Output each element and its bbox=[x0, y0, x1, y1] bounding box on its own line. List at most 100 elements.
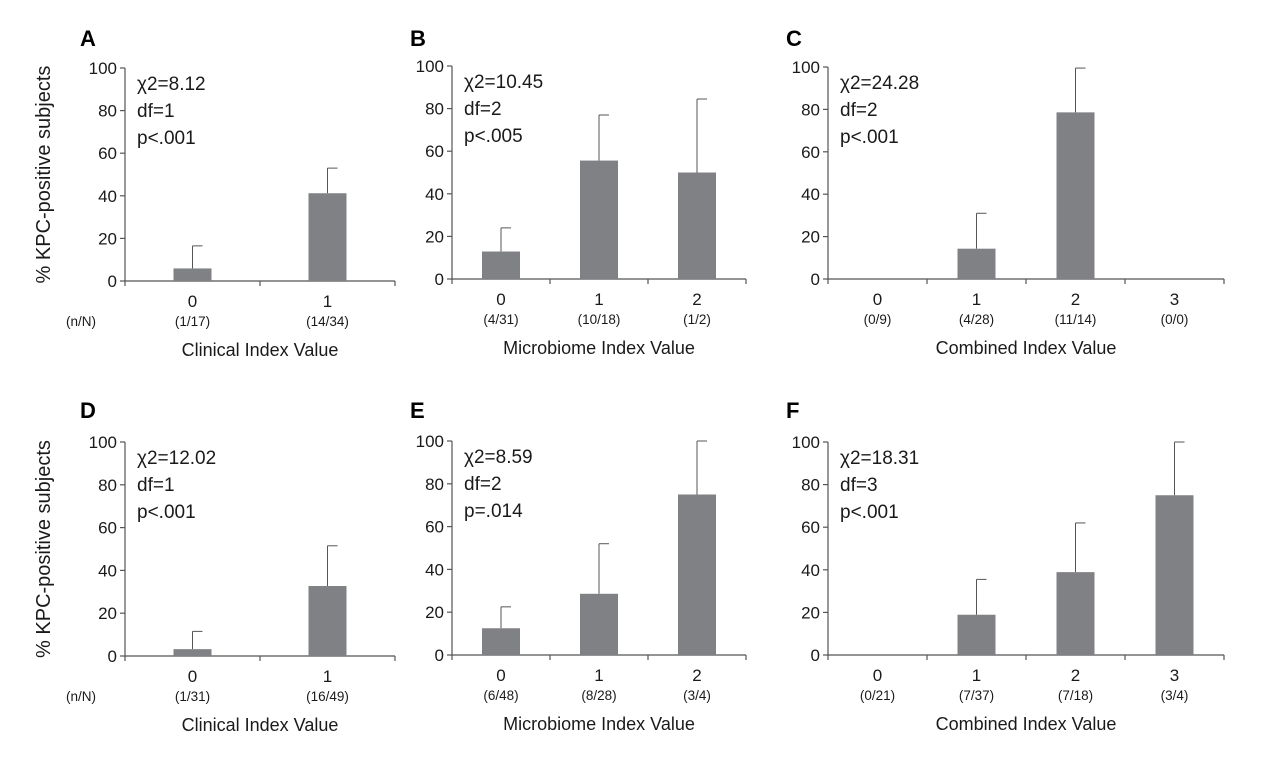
x-tick-label: 0 bbox=[496, 290, 505, 309]
stat-line: p<.001 bbox=[137, 502, 196, 523]
x-tick-label: 2 bbox=[692, 290, 701, 309]
y-tick-label: 80 bbox=[801, 100, 820, 119]
y-tick-label: 60 bbox=[801, 518, 820, 537]
panel-letter: F bbox=[786, 398, 799, 423]
bar bbox=[173, 268, 212, 281]
stat-line: p=.014 bbox=[464, 501, 523, 522]
count-label: (7/18) bbox=[1058, 688, 1093, 703]
stat-line: df=1 bbox=[137, 101, 175, 122]
count-label: (6/48) bbox=[483, 688, 518, 703]
y-tick-label: 40 bbox=[801, 185, 820, 204]
panel-f: F 0 20 40 60 80 100 0 (0/21) 1 (7/37) 2 (7/18) 3 (3/4)… bbox=[786, 398, 1225, 734]
stat-line: df=1 bbox=[137, 475, 175, 496]
bar bbox=[678, 494, 716, 655]
y-tick-label: 100 bbox=[792, 433, 820, 452]
bar bbox=[957, 248, 996, 279]
x-axis-title: Clinical Index Value bbox=[182, 340, 339, 360]
y-tick-label: 80 bbox=[425, 100, 444, 119]
x-tick-label: 1 bbox=[323, 292, 332, 311]
x-tick-label: 0 bbox=[188, 667, 197, 686]
stat-line: χ2=12.02 bbox=[137, 448, 216, 469]
x-axis-title: Clinical Index Value bbox=[182, 715, 339, 735]
bar bbox=[1155, 495, 1194, 655]
y-tick-label: 20 bbox=[801, 603, 820, 622]
bar bbox=[173, 649, 212, 656]
x-axis-title: Microbiome Index Value bbox=[503, 714, 695, 734]
y-tick-label: 80 bbox=[98, 476, 117, 495]
bar bbox=[678, 172, 716, 279]
y-axis-title: % KPC-positive subjects bbox=[33, 66, 55, 284]
x-tick-label: 2 bbox=[692, 666, 701, 685]
nn-label: (n/N) bbox=[66, 314, 96, 329]
stat-line: χ2=18.31 bbox=[840, 448, 919, 469]
count-label: (1/2) bbox=[683, 312, 711, 327]
x-tick-label: 3 bbox=[1170, 666, 1179, 685]
bar bbox=[482, 628, 520, 655]
count-label: (10/18) bbox=[578, 312, 621, 327]
x-tick-label: 1 bbox=[323, 667, 332, 686]
x-tick-label: 1 bbox=[972, 666, 981, 685]
count-label: (4/31) bbox=[483, 312, 518, 327]
y-tick-label: 0 bbox=[435, 646, 444, 665]
panel-d: D 0 20 40 60 80 100 0 (1/31) 1 (16/49) (n/N) Clinica… bbox=[33, 398, 396, 735]
bar bbox=[580, 160, 618, 279]
y-tick-label: 40 bbox=[425, 560, 444, 579]
y-tick-label: 40 bbox=[425, 185, 444, 204]
count-label: (16/49) bbox=[306, 689, 349, 704]
y-tick-label: 100 bbox=[416, 57, 444, 76]
y-tick-label: 40 bbox=[801, 561, 820, 580]
stat-line: p<.001 bbox=[840, 127, 899, 148]
x-tick-label: 0 bbox=[496, 666, 505, 685]
y-tick-label: 80 bbox=[425, 475, 444, 494]
x-tick-label: 0 bbox=[188, 292, 197, 311]
y-tick-label: 60 bbox=[98, 519, 117, 538]
stat-line: df=2 bbox=[464, 99, 502, 120]
x-tick-label: 1 bbox=[594, 666, 603, 685]
count-label: (14/34) bbox=[306, 314, 349, 329]
y-tick-label: 20 bbox=[98, 604, 117, 623]
y-tick-label: 100 bbox=[89, 433, 117, 452]
bar bbox=[308, 193, 347, 281]
y-tick-label: 0 bbox=[811, 270, 820, 289]
x-axis-title: Combined Index Value bbox=[936, 338, 1117, 358]
y-tick-label: 100 bbox=[416, 432, 444, 451]
bar bbox=[1056, 572, 1095, 655]
count-label: (3/4) bbox=[1161, 688, 1189, 703]
y-tick-label: 0 bbox=[811, 646, 820, 665]
count-label: (3/4) bbox=[683, 688, 711, 703]
count-label: (7/37) bbox=[959, 688, 994, 703]
x-tick-label: 3 bbox=[1170, 290, 1179, 309]
y-tick-label: 80 bbox=[98, 102, 117, 121]
stat-line: df=2 bbox=[464, 474, 502, 495]
x-tick-label: 2 bbox=[1071, 290, 1080, 309]
y-axis-title: % KPC-positive subjects bbox=[33, 440, 55, 658]
y-tick-label: 20 bbox=[425, 227, 444, 246]
panel-letter: D bbox=[80, 398, 96, 423]
x-axis-title: Combined Index Value bbox=[936, 714, 1117, 734]
count-label: (0/9) bbox=[864, 312, 892, 327]
y-tick-label: 80 bbox=[801, 476, 820, 495]
stat-line: df=2 bbox=[840, 100, 878, 121]
bar bbox=[580, 593, 618, 655]
y-tick-label: 0 bbox=[108, 272, 117, 291]
count-label: (1/17) bbox=[175, 314, 210, 329]
y-tick-label: 100 bbox=[792, 58, 820, 77]
x-tick-label: 0 bbox=[873, 666, 882, 685]
y-tick-label: 20 bbox=[801, 228, 820, 247]
y-tick-label: 40 bbox=[98, 561, 117, 580]
y-tick-label: 20 bbox=[425, 603, 444, 622]
y-tick-label: 60 bbox=[98, 144, 117, 163]
bar bbox=[308, 586, 347, 656]
bar bbox=[1056, 112, 1095, 279]
x-axis-title: Microbiome Index Value bbox=[503, 338, 695, 358]
stat-line: df=3 bbox=[840, 475, 878, 496]
panel-b: B 0 20 40 60 80 100 0 (4/31) 1 (10/18) 2 (1/2) Microb… bbox=[410, 26, 747, 358]
panel-c: C 0 20 40 60 80 100 0 (0/9) 1 (4/28) 2 (11/14) 3 (0/0)… bbox=[786, 26, 1225, 358]
count-label: (1/31) bbox=[175, 689, 210, 704]
stat-line: χ2=10.45 bbox=[464, 72, 543, 93]
bar bbox=[957, 614, 996, 655]
y-tick-label: 60 bbox=[425, 518, 444, 537]
y-tick-label: 100 bbox=[89, 59, 117, 78]
x-tick-label: 2 bbox=[1071, 666, 1080, 685]
count-label: (4/28) bbox=[959, 312, 994, 327]
